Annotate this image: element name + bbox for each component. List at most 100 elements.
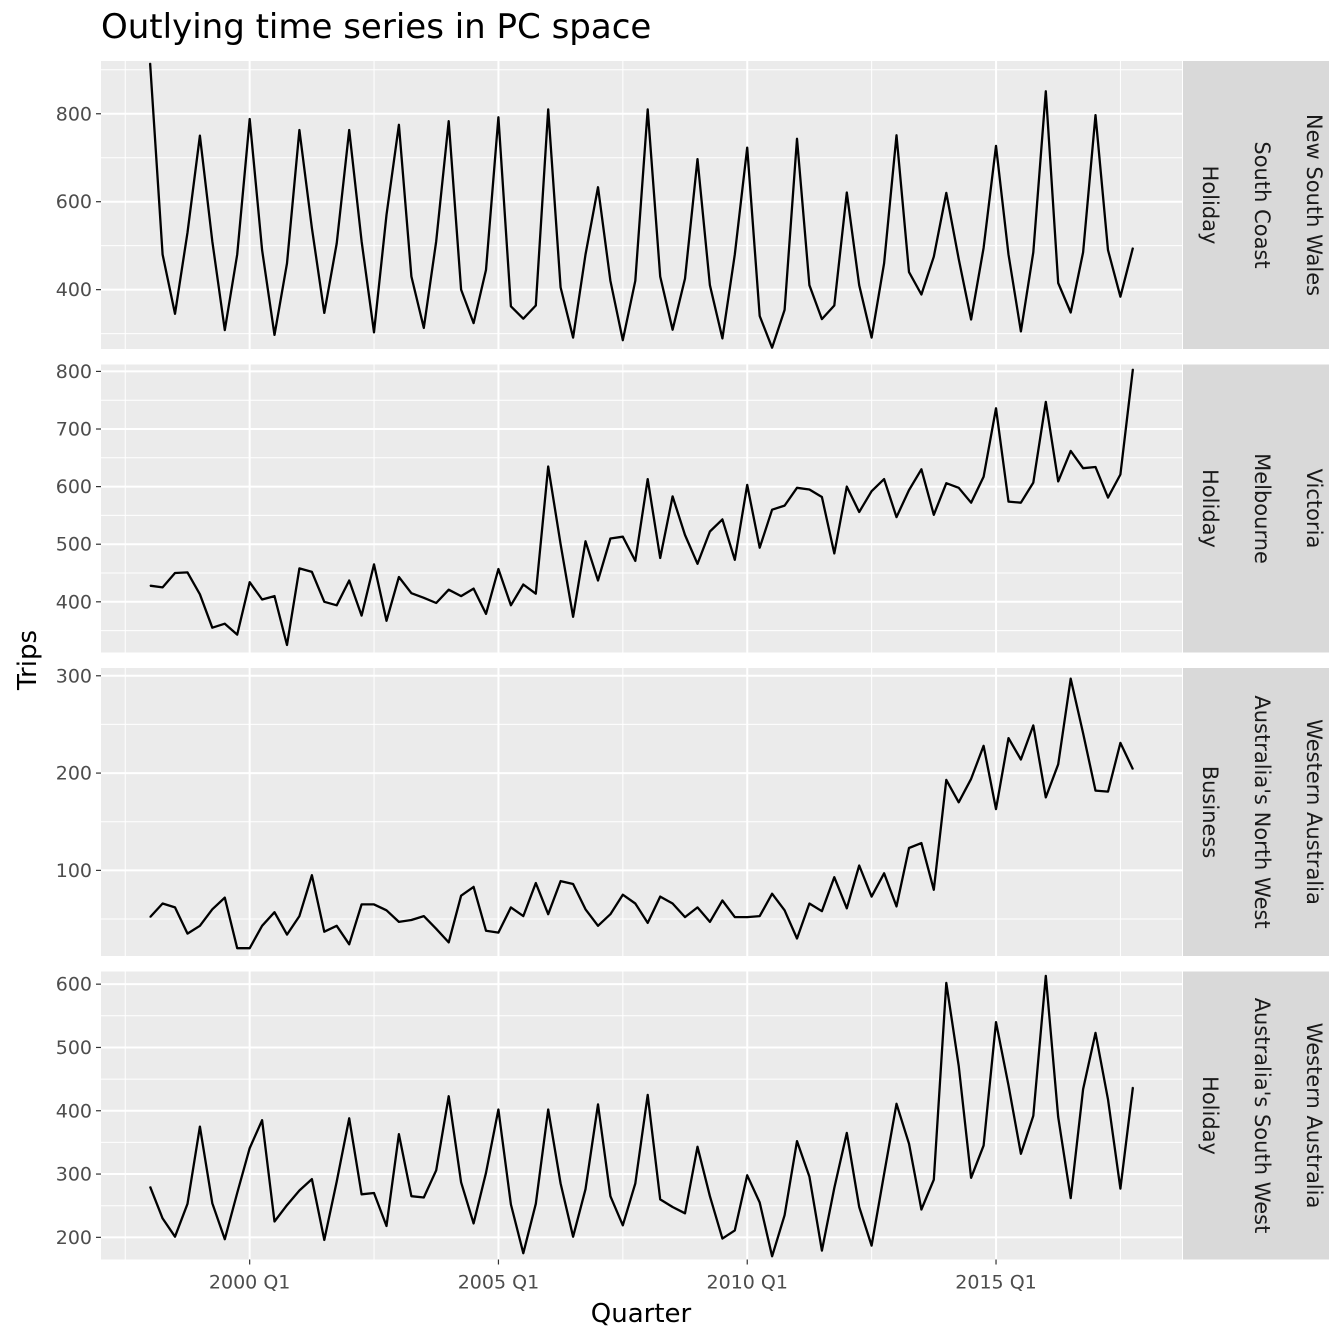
data-point xyxy=(410,1195,412,1197)
data-point xyxy=(224,1238,226,1240)
data-point xyxy=(609,913,612,915)
data-point xyxy=(497,116,499,118)
data-point xyxy=(821,1250,823,1252)
series-line xyxy=(149,677,1134,950)
data-point xyxy=(734,916,736,918)
data-point xyxy=(883,872,885,874)
data-point xyxy=(485,1172,487,1174)
data-point xyxy=(734,559,736,561)
data-point xyxy=(1007,501,1010,503)
data-point xyxy=(983,476,985,478)
data-point xyxy=(821,910,823,912)
y-tick-label: 500 xyxy=(56,534,92,556)
series-points xyxy=(149,368,1134,646)
data-point xyxy=(684,916,686,918)
data-point xyxy=(1032,1115,1034,1117)
data-point xyxy=(211,908,213,910)
data-point xyxy=(1094,1032,1097,1034)
data-point xyxy=(199,593,201,595)
data-point xyxy=(211,240,213,242)
data-point xyxy=(759,315,761,317)
data-point xyxy=(721,1238,724,1240)
data-point xyxy=(709,284,711,286)
data-point xyxy=(535,304,537,307)
data-point xyxy=(510,305,512,307)
data-point xyxy=(833,552,835,555)
data-point xyxy=(609,1195,612,1197)
x-tick-label: 2000 Q1 xyxy=(209,1272,290,1294)
data-point xyxy=(261,925,263,927)
data-point xyxy=(759,1201,761,1204)
series-points xyxy=(149,678,1134,949)
data-point xyxy=(535,1203,537,1205)
data-point xyxy=(597,925,599,927)
series-line xyxy=(149,974,1135,1258)
data-point xyxy=(273,334,276,336)
data-point xyxy=(448,1095,450,1097)
data-point xyxy=(883,262,885,264)
data-point xyxy=(933,1179,935,1181)
data-point xyxy=(759,915,761,917)
data-point xyxy=(510,1203,512,1205)
facet-strip-label: Melbourne xyxy=(1250,453,1274,564)
data-point xyxy=(920,468,923,470)
data-point xyxy=(361,240,363,242)
data-point xyxy=(796,138,798,140)
data-point xyxy=(435,240,437,242)
data-point xyxy=(473,886,475,888)
data-point xyxy=(1057,763,1059,765)
data-point xyxy=(398,576,400,578)
data-point xyxy=(560,543,562,545)
data-point xyxy=(858,864,860,867)
data-point xyxy=(684,278,686,280)
data-point xyxy=(373,563,375,566)
data-point xyxy=(448,120,450,122)
series-line xyxy=(148,63,1135,349)
data-point xyxy=(273,911,276,913)
y-axis-title: Trips xyxy=(13,630,43,691)
y-tick-label: 600 xyxy=(56,974,92,996)
data-point xyxy=(784,1214,786,1216)
y-tick-label: 700 xyxy=(56,419,92,441)
data-point xyxy=(1107,791,1109,793)
data-point xyxy=(622,894,624,896)
data-point xyxy=(920,842,923,844)
data-point xyxy=(871,490,873,492)
data-point xyxy=(995,145,997,147)
data-point xyxy=(696,158,699,160)
data-point xyxy=(634,1182,636,1185)
data-point xyxy=(746,147,748,149)
data-point xyxy=(560,880,562,882)
y-tick-label: 400 xyxy=(56,1100,92,1122)
data-point xyxy=(846,191,848,194)
data-point xyxy=(659,896,661,898)
facet-strip-label: Holiday xyxy=(1198,469,1222,548)
data-point xyxy=(908,271,910,273)
data-point xyxy=(858,284,860,286)
data-point xyxy=(361,1193,363,1195)
data-point xyxy=(249,947,251,949)
data-point xyxy=(572,883,574,885)
facet-panel: 400 500 600 700 800 Victoria Melbourne Holiday xyxy=(56,361,1329,653)
data-point xyxy=(336,1181,338,1183)
data-point xyxy=(497,932,499,934)
data-point xyxy=(473,1222,475,1224)
data-point xyxy=(622,1224,624,1226)
data-point xyxy=(696,1146,699,1148)
facet-panel: 400 600 800 New South Wales South Coast Holid… xyxy=(56,61,1329,349)
panel-background xyxy=(101,668,1182,956)
data-point xyxy=(684,1212,686,1214)
data-point xyxy=(808,1176,811,1178)
data-point xyxy=(895,905,898,908)
data-point xyxy=(522,318,524,320)
x-tick-label: 2015 Q1 xyxy=(955,1272,1036,1294)
data-point xyxy=(584,253,587,256)
data-point xyxy=(945,192,947,194)
data-point xyxy=(473,322,475,324)
y-tick-label: 400 xyxy=(56,591,92,613)
data-point xyxy=(958,801,960,803)
data-point xyxy=(1045,975,1047,977)
x-axis: 2000 Q1 2005 Q1 2010 Q1 2015 Q1 xyxy=(209,1259,1037,1294)
data-point xyxy=(373,331,375,333)
data-point xyxy=(1007,253,1010,256)
